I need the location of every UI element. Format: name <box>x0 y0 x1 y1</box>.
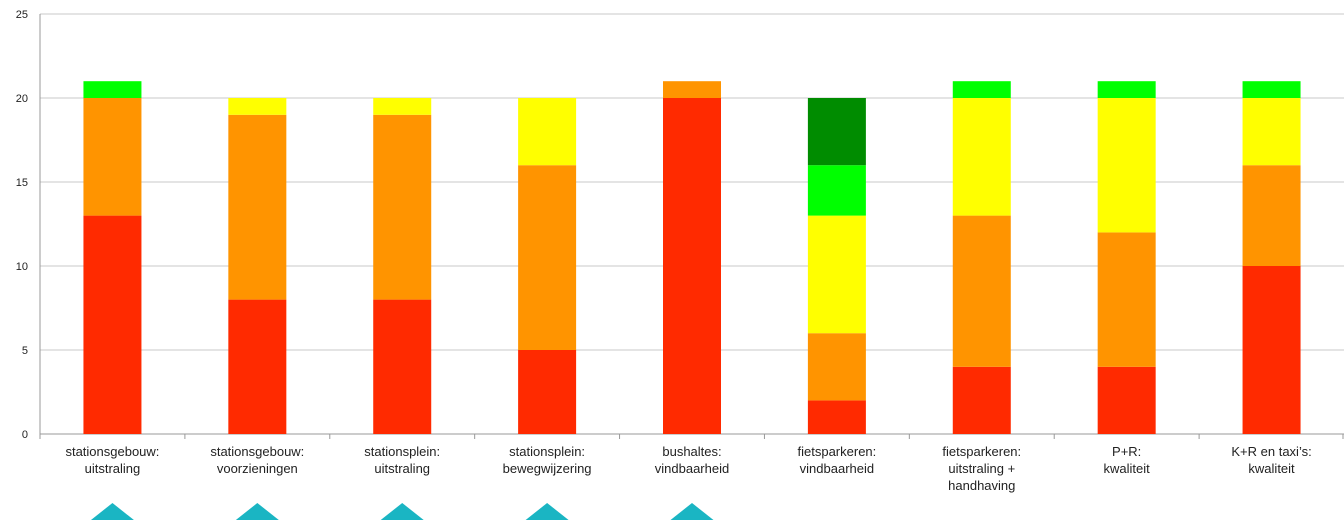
x-tick-label: K+R en taxi’s: <box>1231 444 1311 459</box>
bar-segment <box>373 299 432 434</box>
bar-segment <box>807 333 866 401</box>
x-tick-label: stationsgebouw: <box>210 444 304 459</box>
bar-segment <box>83 81 142 98</box>
bar-segment <box>1242 98 1301 166</box>
bar-segment <box>83 98 142 216</box>
x-tick-label: stationsplein: <box>364 444 440 459</box>
bar-segment <box>518 98 577 166</box>
bar-segment <box>228 299 287 434</box>
triangle-marker-icon <box>235 503 279 520</box>
y-tick-label: 10 <box>16 261 28 273</box>
bar-segment <box>807 165 866 216</box>
triangle-marker-icon <box>670 503 714 520</box>
x-tick-label: uitstraling + <box>948 461 1015 476</box>
x-tick-label: voorzieningen <box>217 461 298 476</box>
bar-segment <box>1097 98 1156 233</box>
x-tick-label: vindbaarheid <box>655 461 729 476</box>
x-tick-label: fietsparkeren: <box>798 444 877 459</box>
x-tick-label: vindbaarheid <box>800 461 874 476</box>
x-tick-label: kwaliteit <box>1104 461 1151 476</box>
bar-segment <box>373 98 432 115</box>
x-tick-label: fietsparkeren: <box>942 444 1021 459</box>
x-tick-label: stationsplein: <box>509 444 585 459</box>
x-tick-label: kwaliteit <box>1248 461 1295 476</box>
y-tick-label: 5 <box>22 345 28 357</box>
bar-segment <box>1242 165 1301 266</box>
triangle-marker-icon <box>525 503 569 520</box>
bar-segment <box>1097 232 1156 367</box>
bar-segment <box>518 165 577 350</box>
bar-segment <box>952 215 1011 367</box>
x-tick-label: uitstraling <box>374 461 430 476</box>
x-tick-label: stationsgebouw: <box>65 444 159 459</box>
bar-segment <box>1242 81 1301 98</box>
x-tick-label: bushaltes: <box>662 444 721 459</box>
bar-segment <box>83 215 142 434</box>
bar-segment <box>952 366 1011 434</box>
y-tick-label: 25 <box>16 9 28 21</box>
x-tick-label: handhaving <box>948 478 1015 493</box>
bar-segment <box>807 215 866 334</box>
bar-segment <box>807 400 866 434</box>
x-tick-label: bewegwijzering <box>503 461 592 476</box>
x-tick-label: P+R: <box>1112 444 1141 459</box>
bar-segment <box>1097 366 1156 434</box>
bar-segment <box>952 81 1011 98</box>
bar-segment <box>807 98 866 166</box>
bar-segment <box>663 81 721 98</box>
bar-segment <box>1242 266 1301 434</box>
bar-segment <box>663 98 721 434</box>
triangle-marker-icon <box>380 503 424 520</box>
bar-segment <box>228 114 287 300</box>
x-tick-label: uitstraling <box>85 461 141 476</box>
y-tick-label: 0 <box>22 429 28 441</box>
y-tick-label: 20 <box>16 93 28 105</box>
bar-segment <box>373 114 432 300</box>
y-tick-label: 15 <box>16 177 28 189</box>
bar-segment <box>228 98 287 115</box>
bar-segment <box>952 98 1011 216</box>
bar-segment <box>1097 81 1156 98</box>
bar-segment <box>518 350 577 434</box>
triangle-marker-icon <box>90 503 134 520</box>
